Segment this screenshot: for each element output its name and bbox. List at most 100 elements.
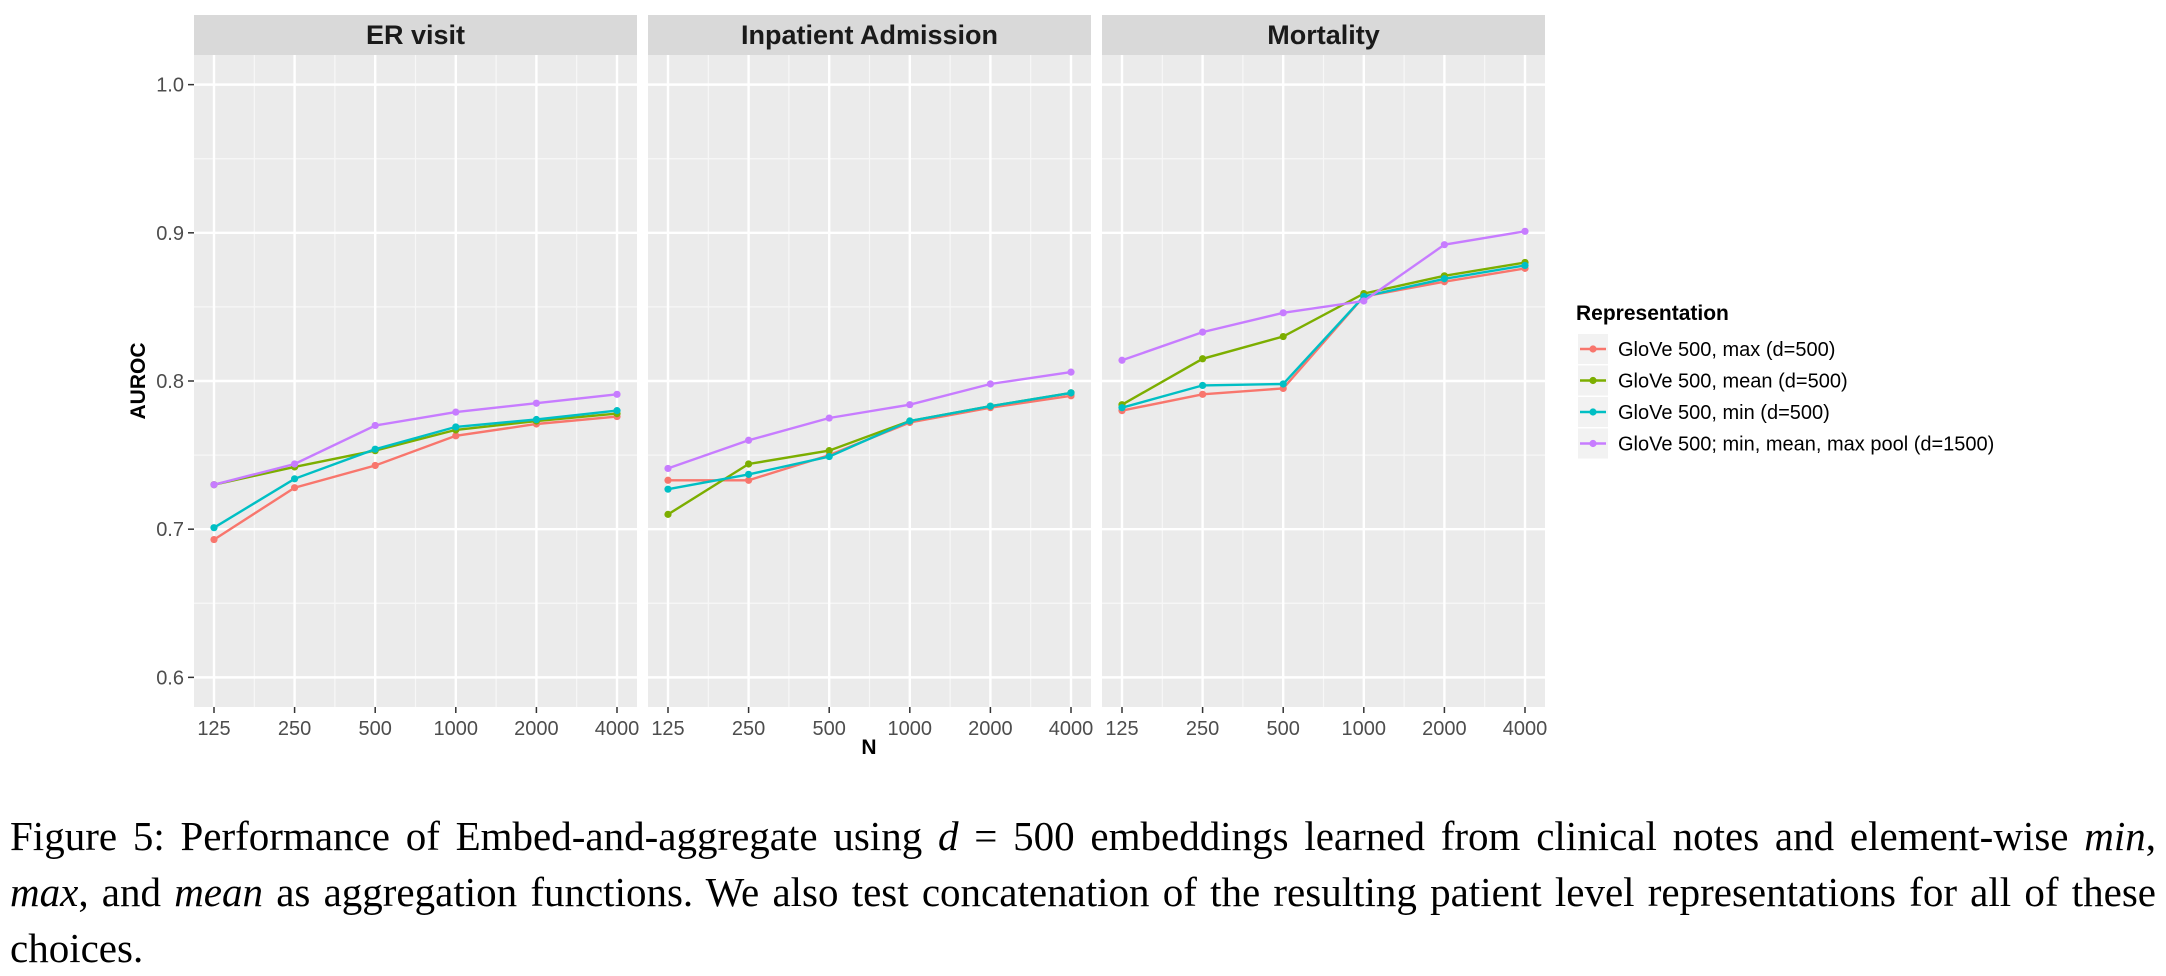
facet-panel-3: Mortality 125 250 500 1000 2000 4000	[1102, 15, 1547, 740]
data-point	[825, 447, 833, 455]
data-point	[745, 476, 753, 484]
facet-strip	[1102, 15, 1545, 55]
legend-key-point	[1589, 345, 1597, 353]
series-line-4	[213, 393, 618, 486]
chart-panels: ER visit 125 250 500 1000 2000 4000 Inpatient A…	[156, 15, 1547, 740]
y-tick-label: 0.7	[156, 519, 184, 541]
data-point	[371, 461, 379, 470]
facet-title: Mortality	[1267, 20, 1380, 50]
caption-text-1: Figure 5: Performance of Embed-and-aggre…	[10, 813, 938, 859]
y-axis-title: AUROC	[127, 343, 150, 420]
x-tick-label: 500	[1267, 718, 1300, 740]
data-point	[1118, 404, 1126, 412]
legend-label: GloVe 500, mean (d=500)	[1618, 371, 1848, 393]
data-point	[613, 390, 621, 398]
x-tick-label: 250	[278, 718, 311, 740]
data-point	[986, 380, 995, 388]
data-point	[452, 432, 460, 440]
caption-em-mean: mean	[174, 869, 263, 915]
data-point	[1199, 328, 1207, 336]
data-point	[825, 452, 833, 461]
data-point	[210, 524, 218, 532]
data-point	[1118, 356, 1126, 364]
data-point	[1440, 241, 1448, 249]
series-line-3	[667, 391, 1072, 491]
caption-text-2: = 500 embeddings learned from clinical n…	[958, 813, 2085, 859]
data-point	[664, 485, 672, 493]
facet-strip	[648, 15, 1091, 55]
legend-key-point	[1589, 408, 1597, 416]
x-tick-label: 125	[1105, 718, 1138, 740]
data-point	[291, 484, 299, 492]
legend-label: GloVe 500, max (d=500)	[1618, 339, 1835, 361]
data-point	[745, 460, 753, 468]
x-tick-label: 125	[197, 718, 230, 740]
data-point	[1199, 390, 1207, 398]
caption-em-max: max	[10, 869, 79, 915]
facet-panel-1: ER visit 125 250 500 1000 2000 4000	[194, 15, 639, 740]
caption-text-3: ,	[2145, 813, 2156, 859]
facet-title: Inpatient Admission	[741, 20, 998, 50]
faceted-line-chart: ER visit 125 250 500 1000 2000 4000 Inpatient A…	[127, 15, 1994, 759]
legend-label: GloVe 500, min (d=500)	[1618, 402, 1830, 424]
x-tick-label: 500	[813, 718, 846, 740]
x-tick-label: 250	[732, 718, 765, 740]
series-line-1	[1121, 267, 1526, 412]
x-tick-label: 4000	[1049, 718, 1094, 740]
facet-strip	[194, 15, 637, 55]
series-line-1	[213, 415, 618, 541]
data-point	[1279, 309, 1287, 317]
facet-panel-2: Inpatient Admission 125 250 500 1000 2000 4000	[648, 15, 1093, 740]
data-point	[1279, 380, 1287, 388]
x-tick-label: 2000	[514, 718, 559, 740]
legend: Representation GloVe 500, max (d=500) GloV…	[1576, 302, 1994, 459]
legend-key-point	[1589, 376, 1597, 385]
figure-caption: Figure 5: Performance of Embed-and-aggre…	[10, 808, 2156, 976]
x-tick-label: 1000	[434, 718, 479, 740]
data-point	[986, 402, 995, 410]
y-tick-label: 1.0	[156, 75, 184, 97]
data-point	[1521, 227, 1529, 235]
x-axis-title: N	[861, 736, 876, 759]
data-point	[745, 470, 753, 478]
facet-title: ER visit	[366, 20, 465, 50]
data-point	[291, 460, 299, 468]
data-point	[371, 421, 379, 430]
data-point	[532, 415, 541, 424]
data-point	[1067, 389, 1075, 397]
data-point	[906, 401, 914, 409]
x-tick-label: 4000	[1503, 718, 1548, 740]
data-point	[210, 481, 218, 489]
data-point	[1440, 275, 1448, 283]
legend-title: Representation	[1576, 302, 1729, 325]
legend-key-point	[1589, 439, 1597, 448]
series-line-3	[213, 409, 618, 529]
data-point	[664, 464, 672, 473]
y-tick-label: 0.6	[156, 667, 184, 689]
series-line-4	[1121, 230, 1526, 362]
data-point	[1279, 332, 1287, 341]
data-point	[1199, 381, 1207, 390]
x-tick-label: 125	[651, 718, 684, 740]
x-tick-label: 2000	[1422, 718, 1467, 740]
y-tick-label: 0.9	[156, 223, 184, 245]
x-tick-label: 2000	[968, 718, 1013, 740]
series-line-2	[1121, 261, 1526, 406]
x-tick-label: 500	[359, 718, 392, 740]
caption-text-4: , and	[78, 869, 175, 915]
data-point	[825, 414, 833, 422]
caption-text-5: as aggregation functions. We also test c…	[10, 869, 2156, 971]
x-tick-label: 1000	[1342, 718, 1387, 740]
data-point	[452, 423, 460, 431]
data-point	[1521, 261, 1529, 270]
series-line-3	[1121, 264, 1526, 409]
series-line-4	[667, 370, 1072, 470]
data-point	[613, 407, 621, 415]
data-point	[371, 445, 379, 453]
x-tick-label: 4000	[595, 718, 640, 740]
data-point	[745, 436, 753, 444]
data-point	[291, 475, 299, 483]
x-tick-label: 250	[1186, 718, 1219, 740]
data-point	[532, 399, 541, 407]
data-point	[1199, 355, 1207, 363]
